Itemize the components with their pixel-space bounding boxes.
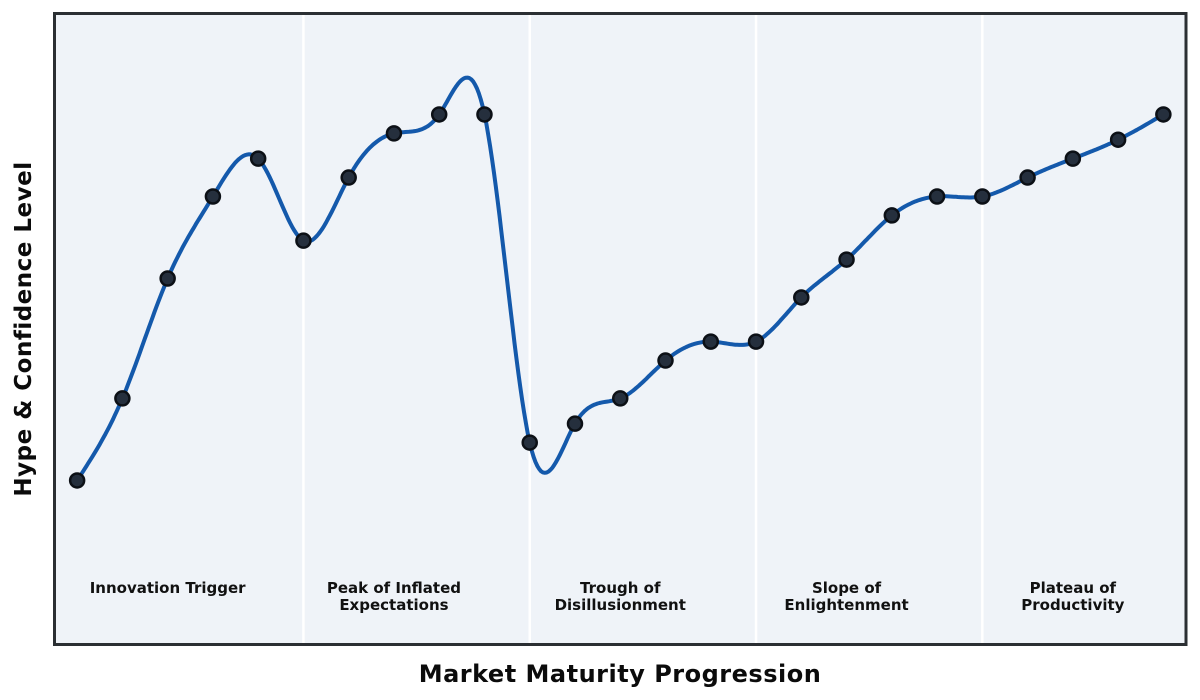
data-point-marker: [974, 188, 991, 205]
data-point-marker: [114, 390, 131, 407]
data-point-marker: [249, 150, 267, 167]
data-point-marker: [430, 106, 448, 123]
data-point-marker: [68, 472, 86, 489]
plot-border: [53, 12, 1188, 646]
data-point-marker: [1064, 150, 1082, 167]
x-axis-label: Market Maturity Progression: [418, 660, 822, 688]
data-point-marker: [928, 188, 946, 205]
data-point-marker: [159, 270, 176, 287]
data-point-marker: [476, 106, 493, 123]
data-point-marker: [204, 188, 222, 205]
data-point-marker: [838, 251, 855, 268]
data-point-marker: [1155, 106, 1172, 123]
data-point-marker: [747, 333, 765, 350]
data-point-marker: [295, 232, 312, 249]
data-point-marker: [521, 434, 538, 451]
data-point-marker: [1019, 169, 1036, 186]
data-point-marker: [702, 333, 720, 350]
plot-area: [54, 13, 1186, 645]
data-point-marker: [385, 125, 403, 142]
data-point-marker: [566, 415, 584, 432]
data-point-marker: [883, 207, 901, 224]
data-point-marker: [1109, 131, 1127, 148]
data-point-marker: [340, 169, 357, 186]
data-point-marker: [612, 390, 629, 407]
y-axis-label: Hype & Confidence Level: [11, 161, 37, 497]
data-point-marker: [657, 352, 674, 369]
data-point-marker: [793, 289, 810, 306]
